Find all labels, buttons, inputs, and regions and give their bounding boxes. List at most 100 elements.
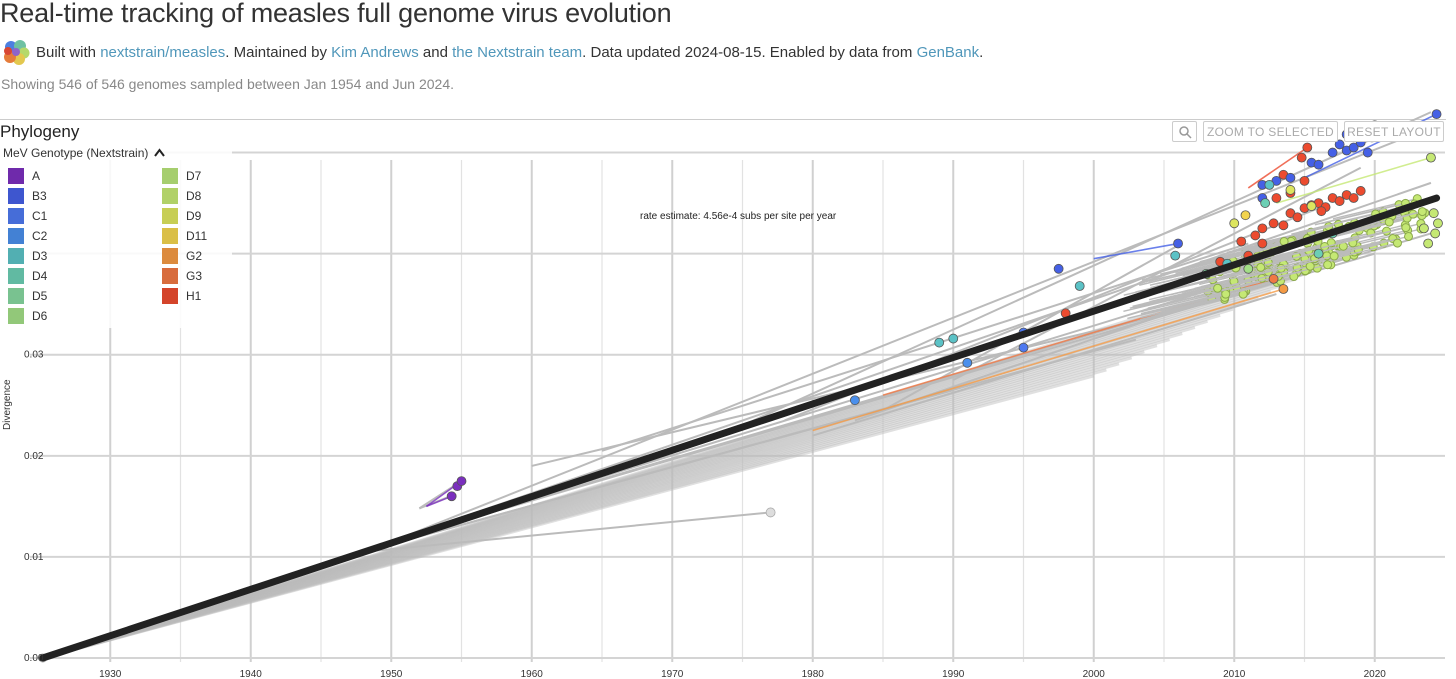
y-axis-title: Divergence	[2, 379, 13, 430]
tip-h1	[1316, 206, 1327, 217]
rate-estimate-label: rate estimate: 4.56e-4 subs per site per…	[640, 211, 837, 222]
built-with-text: Built with	[36, 43, 97, 61]
legend-swatch	[162, 228, 178, 244]
tip-a	[456, 476, 467, 486]
legend-label: D11	[186, 229, 208, 243]
legend-label: B3	[32, 189, 47, 203]
legend-item-d5[interactable]: D5	[8, 288, 47, 304]
branch	[812, 293, 1277, 437]
x-tick-label: 1940	[240, 669, 263, 679]
chevron-up-icon[interactable]	[154, 146, 165, 160]
legend-label: D6	[32, 309, 48, 323]
legend-swatch	[162, 208, 178, 224]
y-tick-label: 0.03	[24, 350, 44, 361]
legend-item-a[interactable]: A	[8, 168, 40, 184]
tip-d4	[1260, 198, 1271, 208]
tip-g3	[1268, 274, 1279, 284]
legend-swatch	[8, 168, 24, 184]
legend-label: C1	[32, 209, 48, 223]
tip-d3	[1264, 179, 1275, 190]
legend-item-g2[interactable]: G2	[162, 248, 202, 264]
y-tick-label: 0.01	[24, 552, 44, 563]
legend-item-b3[interactable]: B3	[8, 188, 47, 204]
cluster-branch	[1141, 258, 1227, 281]
nextstrain-logo[interactable]	[2, 38, 30, 66]
cluster-branch	[1225, 265, 1311, 288]
x-tick-label: 1960	[521, 669, 544, 679]
tip-b3	[1334, 139, 1345, 150]
tip-b3	[1313, 159, 1324, 170]
tip-d11	[1240, 210, 1251, 221]
cluster-branch	[1240, 245, 1325, 268]
branch-bundle	[42, 368, 1107, 660]
cluster-branch	[1141, 293, 1226, 316]
genbank-link[interactable]: GenBank	[916, 43, 980, 61]
cluster-branch	[1190, 246, 1275, 269]
tip-b3	[1327, 147, 1338, 158]
branch-bundle	[42, 344, 1158, 660]
cluster-branch	[1133, 287, 1218, 310]
tip-b3	[1053, 263, 1064, 274]
legend-item-d3[interactable]: D3	[8, 248, 47, 264]
legend-item-d9[interactable]: D9	[162, 208, 201, 224]
tip-d8	[1404, 231, 1414, 241]
branch-bundle	[42, 332, 1183, 660]
legend-item-d4[interactable]: D4	[8, 268, 47, 284]
legend-item-g3[interactable]: G3	[162, 268, 202, 284]
zoom-to-selected-button[interactable]: ZOOM TO SELECTED	[1203, 121, 1338, 142]
cluster-branch	[1141, 290, 1226, 313]
section-divider	[0, 119, 1446, 120]
tip-h1	[1296, 152, 1307, 163]
tip-d8	[1426, 152, 1436, 163]
tip-d8	[1213, 283, 1223, 293]
tip-c2	[850, 395, 860, 406]
tip-h1	[1334, 196, 1345, 206]
magnifier-icon[interactable]	[1172, 121, 1197, 142]
legend-item-d6[interactable]: D6	[8, 308, 47, 324]
tip-h1	[1271, 193, 1282, 203]
legend-swatch	[8, 208, 24, 224]
maintained-by-text: . Maintained by	[225, 43, 327, 61]
legend-swatch	[8, 248, 24, 264]
legend-item-c2[interactable]: C2	[8, 228, 47, 244]
tip-d8	[1417, 207, 1427, 217]
legend-swatch	[8, 288, 24, 304]
team-link[interactable]: the Nextstrain team	[452, 43, 583, 61]
branch-h1	[1247, 146, 1308, 189]
legend-swatch	[8, 228, 24, 244]
cluster-branch	[1199, 240, 1285, 263]
page-title: Real-time tracking of measles full genom…	[0, 0, 672, 28]
maintainer-link[interactable]: Kim Andrews	[331, 43, 419, 61]
tip-h1	[1257, 223, 1268, 234]
x-tick-label: 1980	[802, 669, 825, 679]
tip-d8	[1423, 238, 1434, 249]
tip-c2	[962, 357, 973, 368]
tip-d6	[1243, 263, 1254, 274]
legend-item-h1[interactable]: H1	[162, 288, 201, 304]
tip-d3	[948, 333, 959, 344]
legend-swatch	[8, 188, 24, 204]
legend-item-d11[interactable]: D11	[162, 228, 207, 244]
reset-layout-button[interactable]: RESET LAYOUT	[1344, 121, 1444, 142]
cluster-branch	[1253, 223, 1339, 246]
tip-d8	[1428, 208, 1439, 219]
legend-swatch	[162, 288, 178, 304]
legend-item-c1[interactable]: C1	[8, 208, 47, 224]
legend-item-d7[interactable]: D7	[162, 168, 201, 184]
genome-summary: Showing 546 of 546 genomes sampled betwe…	[1, 76, 455, 92]
legend-swatch	[8, 268, 24, 284]
legend-label: H1	[186, 289, 202, 303]
legend-label: D8	[186, 189, 202, 203]
tip-d8	[1256, 262, 1266, 272]
legend-label: D3	[32, 249, 48, 263]
tip-h1	[1268, 218, 1279, 229]
legend-item-d8[interactable]: D8	[162, 188, 201, 204]
branch-bundle	[42, 350, 1145, 660]
repo-link[interactable]: nextstrain/measles	[100, 43, 226, 61]
branch-bundle	[42, 247, 1360, 660]
branch-d8	[1276, 156, 1432, 204]
legend-swatch	[162, 248, 178, 264]
legend-title[interactable]: MeV Genotype (Nextstrain)	[3, 146, 149, 160]
x-tick-label: 1990	[942, 669, 965, 679]
